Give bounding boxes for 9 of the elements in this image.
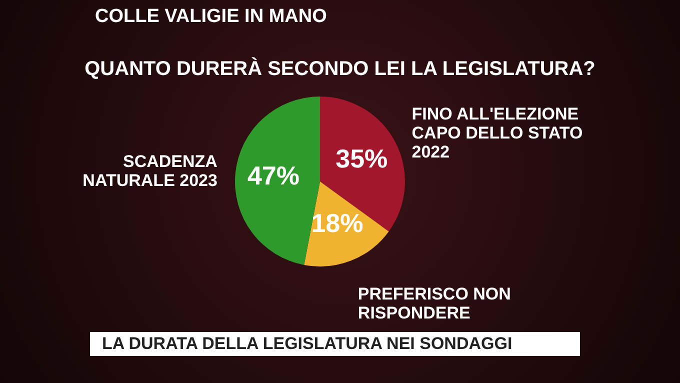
text: LA DURATA DELLA LEGISLATURA NEI SONDAGGI	[90, 332, 580, 356]
data-label: 18%	[311, 208, 364, 238]
chart-title: QUANTO DURERÀ SECONDO LEI LA LEGISLATURA?	[84, 58, 596, 81]
data-label: 35%	[336, 143, 388, 174]
slice-label: FINO ALL'ELEZIONE CAPO DELLO STATO 2022	[412, 104, 583, 162]
slice-label: SCADENZA NATURALE 2023	[82, 152, 218, 190]
data-label: 47%	[247, 160, 300, 190]
chart-subtitle: COLLE VALIGIE IN MANO	[95, 5, 327, 29]
slice-label: PREFERISCO NON RISPONDERE	[358, 284, 511, 322]
